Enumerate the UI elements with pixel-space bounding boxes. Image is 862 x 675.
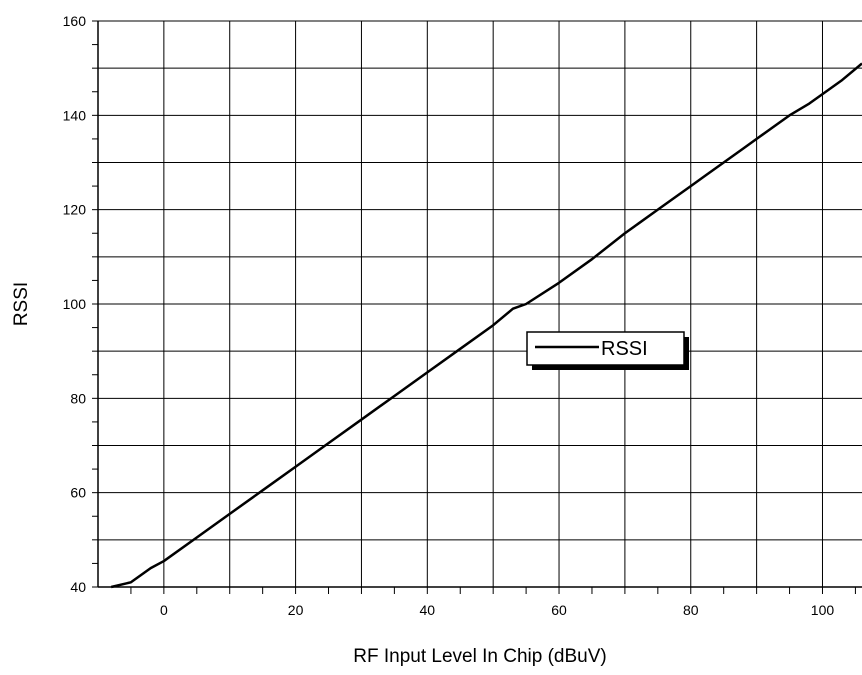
series-line-rssi	[110, 62, 862, 589]
y-tick-label: 120	[63, 202, 87, 218]
axes	[97, 21, 862, 588]
legend: RSSI	[526, 331, 689, 370]
x-axis-title: RF Input Level In Chip (dBuV)	[353, 646, 606, 667]
grid-lines	[98, 20, 862, 587]
minor-ticks	[92, 20, 856, 594]
x-tick-label: 40	[420, 602, 436, 618]
y-tick-label: 60	[70, 485, 86, 501]
x-tick-label: 60	[551, 602, 567, 618]
legend-box	[526, 331, 685, 366]
y-tick-label: 160	[63, 13, 87, 29]
legend-label-rssi: RSSI	[601, 338, 648, 360]
y-tick-label: 40	[70, 579, 86, 595]
x-tick-label: 20	[288, 602, 304, 618]
y-tick-label: 140	[63, 107, 87, 123]
series-lines	[110, 62, 862, 589]
x-tick-label: 0	[160, 602, 168, 618]
x-tick-label: 80	[683, 602, 699, 618]
x-tick-label: 100	[811, 602, 835, 618]
y-tick-label: 80	[70, 390, 86, 406]
tick-labels: 0 20 40 60 80 100 40 60 80 100 120 140 160	[63, 13, 835, 618]
y-tick-label: 100	[63, 296, 87, 312]
y-axis-title: RSSI	[11, 282, 32, 326]
